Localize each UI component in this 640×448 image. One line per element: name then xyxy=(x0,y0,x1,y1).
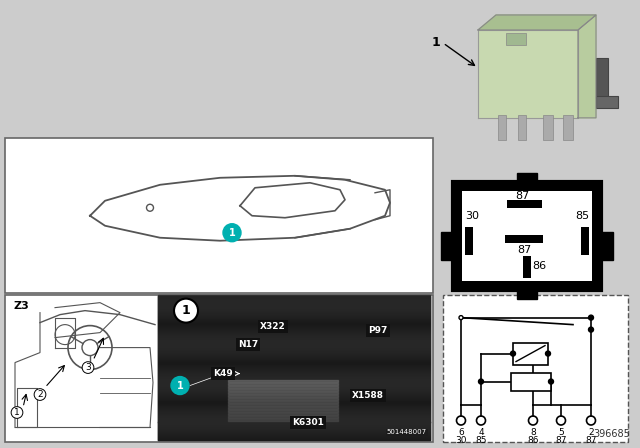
Bar xyxy=(5,295,433,443)
Text: 86: 86 xyxy=(527,436,539,445)
Bar xyxy=(513,343,548,365)
Text: 396685: 396685 xyxy=(593,430,630,439)
Text: 1: 1 xyxy=(228,228,236,238)
Text: 4: 4 xyxy=(478,428,484,438)
Text: 87: 87 xyxy=(517,245,531,255)
Text: 1: 1 xyxy=(14,408,20,417)
Text: 2: 2 xyxy=(37,390,43,399)
Bar xyxy=(5,138,433,293)
Circle shape xyxy=(174,299,198,323)
Circle shape xyxy=(548,379,554,384)
Text: K49: K49 xyxy=(213,369,233,378)
Bar xyxy=(453,182,601,290)
Circle shape xyxy=(511,351,515,356)
Text: 3: 3 xyxy=(85,363,91,372)
Circle shape xyxy=(459,316,463,319)
Text: 2: 2 xyxy=(588,428,594,438)
Text: 6: 6 xyxy=(458,428,464,438)
Text: 85: 85 xyxy=(575,211,589,221)
Bar xyxy=(596,96,618,108)
Text: P97: P97 xyxy=(368,326,388,335)
Text: 86: 86 xyxy=(532,261,546,271)
Circle shape xyxy=(589,327,593,332)
Text: 87: 87 xyxy=(556,436,567,445)
Bar xyxy=(563,115,573,140)
Text: N17: N17 xyxy=(238,340,258,349)
Bar xyxy=(462,191,592,280)
Bar xyxy=(505,235,543,243)
Bar xyxy=(598,232,613,260)
Bar xyxy=(523,256,531,278)
Text: 87: 87 xyxy=(585,436,596,445)
Bar xyxy=(465,227,473,255)
Text: 87: 87 xyxy=(515,191,529,201)
Bar xyxy=(518,115,526,140)
Text: 5: 5 xyxy=(558,428,564,438)
Circle shape xyxy=(589,315,593,320)
Bar xyxy=(507,200,542,208)
Text: 1: 1 xyxy=(177,380,184,391)
Text: X322: X322 xyxy=(260,322,286,331)
Bar xyxy=(517,287,537,299)
Text: 8: 8 xyxy=(530,428,536,438)
Bar xyxy=(498,115,506,140)
Polygon shape xyxy=(578,15,596,118)
Bar xyxy=(158,295,430,440)
Bar xyxy=(581,227,589,255)
Text: X1588: X1588 xyxy=(352,391,384,400)
Bar xyxy=(506,33,526,45)
Text: 30: 30 xyxy=(455,436,467,445)
Text: Z3: Z3 xyxy=(13,301,29,310)
Text: 85: 85 xyxy=(476,436,487,445)
Polygon shape xyxy=(478,30,578,118)
Text: 1: 1 xyxy=(431,36,440,49)
Text: 30: 30 xyxy=(465,211,479,221)
Bar xyxy=(543,115,553,140)
Bar xyxy=(443,295,628,443)
Bar xyxy=(441,232,456,260)
Circle shape xyxy=(171,377,189,395)
Bar xyxy=(511,373,551,391)
Circle shape xyxy=(223,224,241,242)
Bar xyxy=(596,58,608,98)
Circle shape xyxy=(545,351,550,356)
Bar xyxy=(517,173,537,185)
Text: 1: 1 xyxy=(182,304,190,317)
Text: K6301: K6301 xyxy=(292,418,324,427)
Polygon shape xyxy=(478,15,596,30)
Text: 501448007: 501448007 xyxy=(387,430,427,435)
Circle shape xyxy=(479,379,483,384)
